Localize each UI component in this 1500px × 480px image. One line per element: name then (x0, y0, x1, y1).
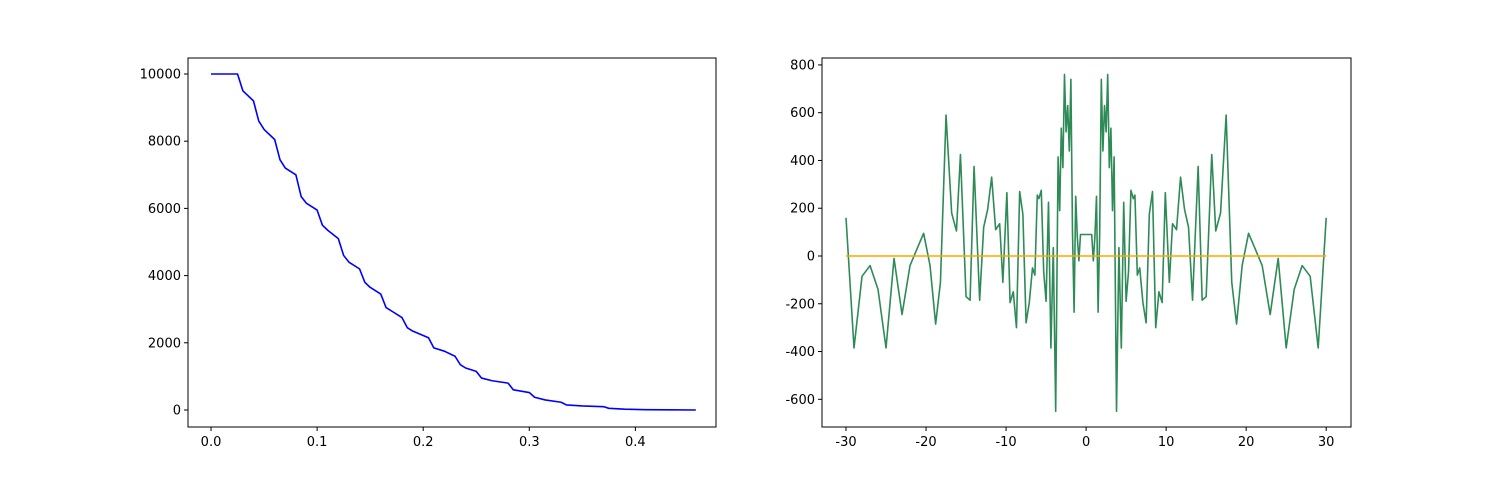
y-tick-label: -600 (785, 393, 815, 408)
y-tick-label: 0 (173, 403, 181, 418)
y-tick-label: 2000 (148, 336, 181, 351)
y-tick-label: 400 (790, 154, 815, 169)
x-tick-label: -10 (995, 435, 1016, 450)
x-tick-label: 0.0 (201, 435, 222, 450)
y-tick-label: -200 (785, 297, 815, 312)
y-tick-label: -400 (785, 345, 815, 360)
x-tick-label: -30 (835, 435, 856, 450)
y-tick-label: 800 (790, 58, 815, 73)
x-tick-label: 30 (1318, 435, 1335, 450)
x-tick-label: 20 (1238, 435, 1255, 450)
y-tick-label: 600 (790, 106, 815, 121)
x-tick-label: 0.2 (413, 435, 434, 450)
x-tick-label: -20 (915, 435, 936, 450)
y-tick-label: 6000 (148, 202, 181, 217)
data-line (211, 73, 696, 411)
x-tick-label: 0.4 (625, 435, 646, 450)
axes-frame (187, 57, 717, 428)
axes-frame (821, 57, 1352, 428)
x-tick-label: 0 (1082, 435, 1090, 450)
y-tick-label: 10000 (140, 67, 181, 82)
y-tick-label: 0 (807, 249, 815, 264)
y-tick-label: 8000 (148, 135, 181, 150)
x-tick-label: 0.3 (519, 435, 540, 450)
x-tick-label: 10 (1158, 435, 1175, 450)
x-tick-label: 0.1 (307, 435, 328, 450)
y-tick-label: 4000 (148, 269, 181, 284)
y-tick-label: 200 (790, 202, 815, 217)
data-line (845, 73, 1327, 413)
